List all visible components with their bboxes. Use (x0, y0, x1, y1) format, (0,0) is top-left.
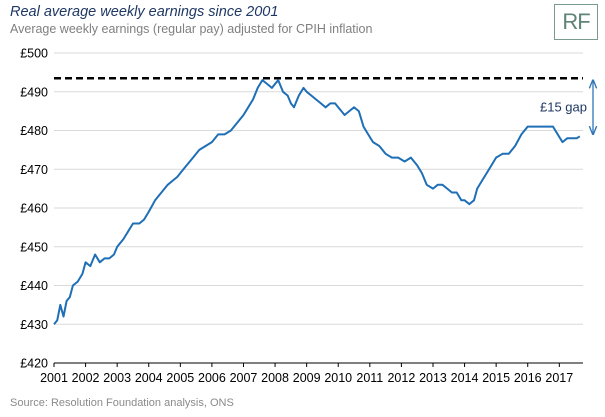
x-tick-label: 2011 (356, 371, 383, 385)
x-tick-label: 2009 (293, 371, 321, 385)
x-axis: 2001 2002 2003 2004 2005 2006 2007 2008 2009 2010… (40, 363, 573, 385)
x-tick-label: 2010 (324, 371, 352, 385)
gap-annotation: £15 gap (540, 99, 587, 114)
x-tick-label: 2008 (261, 371, 289, 385)
x-tick-label: 2007 (230, 371, 258, 385)
x-tick-label: 2001 (40, 371, 68, 385)
y-tick-label: £500 (20, 47, 48, 61)
y-tick-label: £460 (20, 202, 48, 216)
y-tick-label: £490 (20, 85, 48, 99)
gridlines (54, 52, 583, 325)
chart-title: Real average weekly earnings since 2001 (10, 4, 279, 20)
line-chart: £420 £430 £440 £450 £460 £470 £480 £490 £500 200… (20, 47, 605, 385)
x-tick-label: 2012 (387, 371, 415, 385)
y-tick-label: £480 (20, 124, 48, 138)
x-tick-label: 2013 (419, 371, 447, 385)
source-note: Source: Resolution Foundation analysis, … (10, 397, 234, 409)
x-tick-label: 2004 (135, 371, 163, 385)
x-tick-label: 2017 (545, 371, 573, 385)
x-tick-label: 2015 (482, 371, 510, 385)
chart-subtitle: Average weekly earnings (regular pay) ad… (10, 22, 373, 36)
y-tick-label: £430 (20, 318, 48, 332)
rf-logo: RF (554, 4, 598, 40)
y-tick-label: £470 (20, 163, 48, 177)
x-tick-label: 2003 (103, 371, 131, 385)
x-tick-label: 2014 (451, 371, 479, 385)
x-tick-label: 2006 (198, 371, 226, 385)
x-tick-label: 2016 (514, 371, 542, 385)
y-tick-label: £450 (20, 240, 48, 254)
x-tick-label: 2005 (166, 371, 194, 385)
x-tick-label: 2002 (72, 371, 100, 385)
earnings-series-line (53, 79, 581, 325)
y-tick-label: £420 (20, 357, 48, 371)
y-tick-label: £440 (20, 279, 48, 293)
y-axis: £420 £430 £440 £450 £460 £470 £480 £490 £500 (20, 47, 48, 371)
